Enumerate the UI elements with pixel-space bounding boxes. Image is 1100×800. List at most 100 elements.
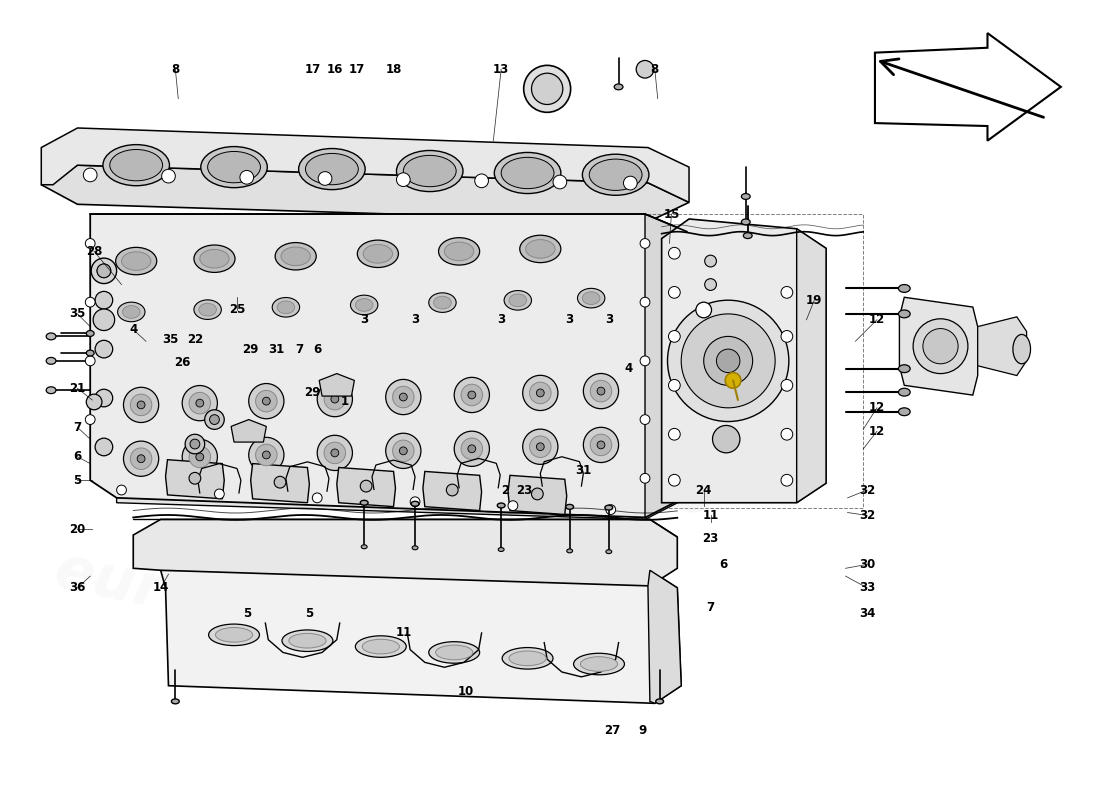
Circle shape [705,278,716,290]
Circle shape [255,390,277,412]
Ellipse shape [606,550,612,554]
Circle shape [399,393,407,401]
Circle shape [196,453,204,461]
Circle shape [640,414,650,425]
Circle shape [681,314,776,408]
Text: 27: 27 [605,724,620,738]
Text: 5: 5 [243,607,251,620]
Ellipse shape [86,330,95,336]
Polygon shape [161,570,681,703]
Circle shape [263,398,271,405]
Circle shape [240,170,254,184]
Ellipse shape [566,549,573,553]
Circle shape [461,438,483,459]
Circle shape [331,449,339,457]
Circle shape [312,493,322,502]
Ellipse shape [298,149,365,190]
Ellipse shape [46,358,56,364]
Circle shape [386,434,421,469]
Circle shape [138,454,145,462]
Circle shape [249,383,284,418]
Circle shape [189,392,210,414]
Polygon shape [165,460,224,499]
Ellipse shape [497,503,505,508]
Ellipse shape [590,159,642,190]
Text: 13: 13 [493,62,509,76]
Text: 7: 7 [74,421,81,434]
Circle shape [524,66,571,112]
Ellipse shape [412,546,418,550]
Polygon shape [337,467,396,506]
Circle shape [97,264,111,278]
Text: 14: 14 [153,582,168,594]
Ellipse shape [277,301,295,314]
Text: 31: 31 [575,464,592,477]
Ellipse shape [744,233,752,238]
Circle shape [318,172,332,186]
Ellipse shape [306,154,359,185]
Circle shape [669,247,680,259]
Text: 21: 21 [69,382,86,394]
Ellipse shape [504,290,531,310]
Ellipse shape [110,150,163,181]
Polygon shape [661,219,826,502]
Circle shape [529,436,551,458]
Ellipse shape [355,298,373,311]
Ellipse shape [899,285,910,292]
Ellipse shape [351,295,378,314]
Circle shape [86,414,95,425]
Circle shape [130,394,152,416]
Circle shape [97,264,111,278]
Ellipse shape [216,627,253,642]
Circle shape [529,382,551,404]
Text: 35: 35 [69,307,86,320]
Circle shape [263,451,271,459]
Ellipse shape [520,235,561,262]
Text: 11: 11 [703,509,718,522]
Circle shape [624,176,637,190]
Text: 33: 33 [859,582,876,594]
Circle shape [331,395,339,403]
Circle shape [130,448,152,470]
Text: 34: 34 [859,607,876,620]
Circle shape [669,330,680,342]
Text: 9: 9 [638,724,646,738]
Circle shape [396,173,410,186]
Ellipse shape [582,154,649,195]
Circle shape [781,428,793,440]
Text: 7: 7 [706,601,715,614]
Circle shape [713,426,740,453]
Polygon shape [42,165,689,222]
Text: a passion for cars: a passion for cars [271,446,540,530]
Circle shape [454,431,490,466]
Text: 36: 36 [69,582,86,594]
Circle shape [92,259,116,282]
Circle shape [640,298,650,307]
Circle shape [399,447,407,454]
Circle shape [781,474,793,486]
Ellipse shape [194,245,235,273]
Ellipse shape [578,288,605,308]
Text: 4: 4 [129,323,138,336]
Ellipse shape [494,153,561,194]
Circle shape [324,442,345,464]
Ellipse shape [899,388,910,396]
Ellipse shape [429,642,480,663]
Text: 28: 28 [86,245,102,258]
Text: 19: 19 [806,294,823,306]
Text: 12: 12 [869,425,886,438]
Circle shape [454,378,490,413]
Circle shape [522,429,558,464]
Ellipse shape [46,386,56,394]
Circle shape [190,439,200,449]
Ellipse shape [411,502,419,506]
Circle shape [91,258,117,283]
Circle shape [461,384,483,406]
Circle shape [317,382,352,417]
Ellipse shape [502,158,554,189]
Ellipse shape [199,303,217,316]
Ellipse shape [172,699,179,704]
Ellipse shape [361,500,368,505]
Circle shape [669,474,680,486]
Ellipse shape [201,146,267,188]
